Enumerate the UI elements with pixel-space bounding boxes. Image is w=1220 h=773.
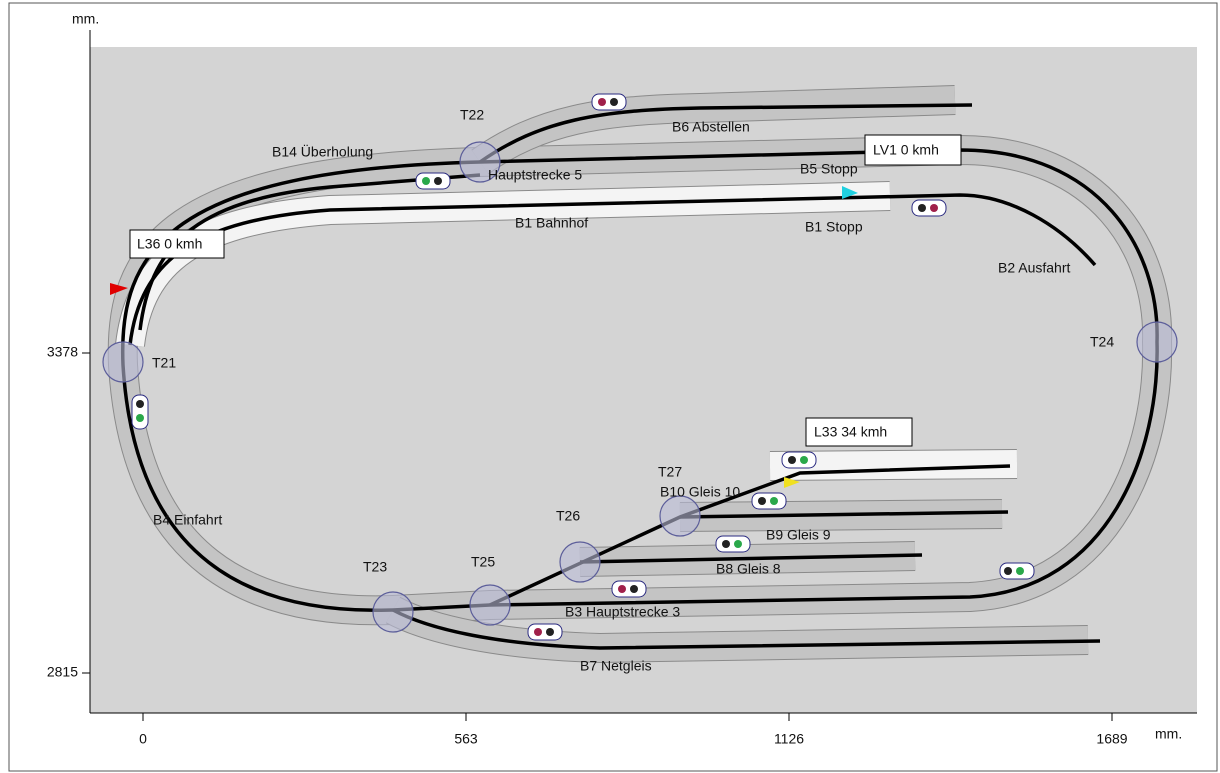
loco-box (129, 229, 225, 259)
turnout-label: T25 (471, 554, 495, 570)
turnout-label: T26 (556, 508, 580, 524)
y-tick-label: 2815 (47, 664, 78, 680)
frame (8, 2, 1218, 772)
turnout-label: T22 (460, 107, 484, 123)
ticks: 0 563 1126 1689 3378 2815 (47, 344, 1128, 747)
block-label: B1 Stopp (805, 219, 863, 235)
x-tick-label: 1689 (1096, 731, 1127, 747)
block-label: B4 Einfahrt (153, 512, 222, 528)
turnout-label: T27 (658, 464, 682, 480)
block-label: B7 Netgleis (580, 658, 652, 674)
block-label: B9 Gleis 9 (766, 527, 831, 543)
labels: T22 T21 T24 T27 T26 T23 T25 B14 Überholu… (129, 107, 1114, 674)
turnout-label: T24 (1090, 334, 1114, 350)
loco-box (805, 417, 913, 447)
y-tick-label: 3378 (47, 344, 78, 360)
block-label: B14 Überholung (272, 143, 373, 160)
y-unit: mm. (72, 11, 99, 27)
x-unit: mm. (1155, 726, 1182, 742)
x-tick-label: 1126 (774, 731, 804, 747)
loco-label: L33 34 kmh (814, 424, 887, 440)
signals (110, 93, 1035, 641)
loco-box (864, 134, 962, 166)
block-label: B1 Bahnhof (515, 215, 588, 231)
block-label: B10 Gleis 10 (660, 484, 740, 500)
block-label: B5 Stopp (800, 161, 858, 177)
turnout-circles (102, 141, 1178, 633)
block-label: B2 Ausfahrt (998, 260, 1070, 276)
loco-label: LV1 0 kmh (873, 142, 939, 158)
turnout-label: T23 (363, 559, 387, 575)
block-label: Hauptstrecke 5 (488, 167, 582, 183)
x-tick-label: 563 (454, 731, 478, 747)
x-tick-label: 0 (139, 731, 147, 747)
block-label: B6 Abstellen (672, 119, 750, 135)
loco-label: L36 0 kmh (137, 236, 202, 252)
block-label: B8 Gleis 8 (716, 561, 781, 577)
block-label: B3 Hauptstrecke 3 (565, 604, 680, 620)
turnout-label: T21 (152, 355, 176, 371)
